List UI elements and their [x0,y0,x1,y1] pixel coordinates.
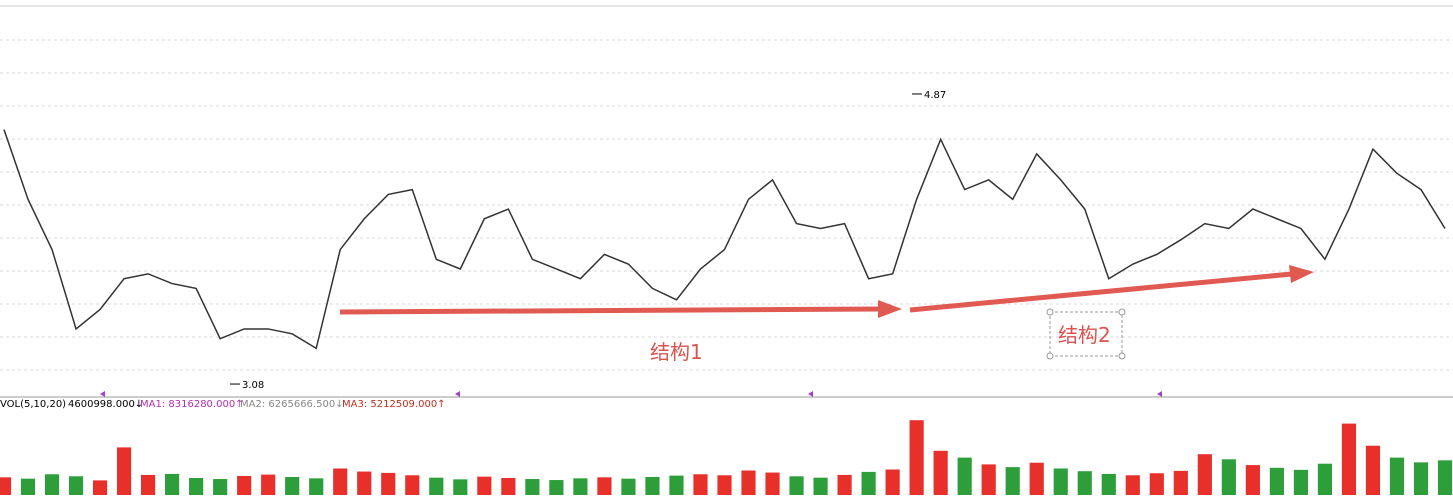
volume-bar [1317,463,1333,495]
volume-bar [1029,462,1044,495]
volume-bar [741,470,756,495]
volume-bar [981,464,996,495]
volume-bar [1005,467,1020,495]
volume-bar [141,474,156,495]
volume-bar [453,479,468,495]
legend-entry: MA3: 5212509.000↑ [342,399,446,410]
volume-bar [189,478,204,495]
legend-entry: 4600998.000↓ [68,399,143,410]
volume-bar [381,472,396,495]
volume-bar [116,447,132,495]
volume-bar [885,469,900,495]
structure-arrows [339,265,1314,318]
legend-entry: MA1: 8316280.000↑ [140,399,244,410]
volume-bar [597,477,612,495]
volume-bar [1149,473,1164,495]
volume-bar [357,471,372,495]
volume-bar [621,478,636,495]
volume-bar [261,474,276,495]
high-label: 4.87 [924,90,946,101]
volume-bar [1053,468,1068,495]
volume-bar [309,478,324,495]
markers [100,391,1162,397]
volume-bar [549,480,564,495]
volume-bar [68,476,84,495]
volume-bar [1173,470,1188,495]
volume-bar [1221,459,1236,495]
grid [0,5,1453,398]
volume-bar [669,475,684,495]
volume-bar [693,474,708,495]
legend-entry: MA2: 6265666.500↓ [240,399,344,410]
volume-bar [765,472,780,495]
volume-bar [1245,465,1260,495]
volume-bar [1197,454,1212,495]
volume-bar [837,474,852,495]
volume-bar [861,471,876,495]
annotation: 结构1 [650,340,703,364]
volume-bar [789,476,804,495]
low-label: 3.08 [242,380,264,391]
volume-bar [92,480,108,495]
volume-bar [957,457,972,495]
volume-bar [1341,423,1357,495]
volume-bar [429,477,444,495]
volume-bar [1101,473,1116,495]
volume-bar [333,468,348,495]
volume-bar [1269,467,1284,495]
volume-bar [717,475,732,495]
volume-bar [1413,462,1429,495]
volume-bar [405,475,420,495]
volume-bar [477,476,492,495]
volume-bar [1365,445,1381,495]
volume-bar [813,477,828,495]
volume-bar [0,477,12,495]
volume-bar [573,478,588,495]
volume-bar [44,474,60,495]
volume-title: VOL(5,10,20) [0,399,66,410]
volume-bar [1437,460,1453,495]
volume-bar [165,473,180,495]
volume-bar [909,420,924,495]
volume-bar [285,476,300,495]
price-line [3,129,1446,350]
volume-bar [20,478,36,495]
volume-bar [501,478,516,495]
volume-bar [645,476,660,495]
annotation-box [1046,308,1126,360]
volume-bar [1125,475,1140,495]
volume-bar [933,450,948,495]
annotation: 结构2 [1058,323,1111,347]
volume-bar [237,475,252,495]
volume-bar [1389,457,1405,495]
volume-bar [525,479,540,495]
volume-bar [1077,471,1092,495]
volume-bar [1293,469,1308,495]
volume-bar [213,479,228,495]
